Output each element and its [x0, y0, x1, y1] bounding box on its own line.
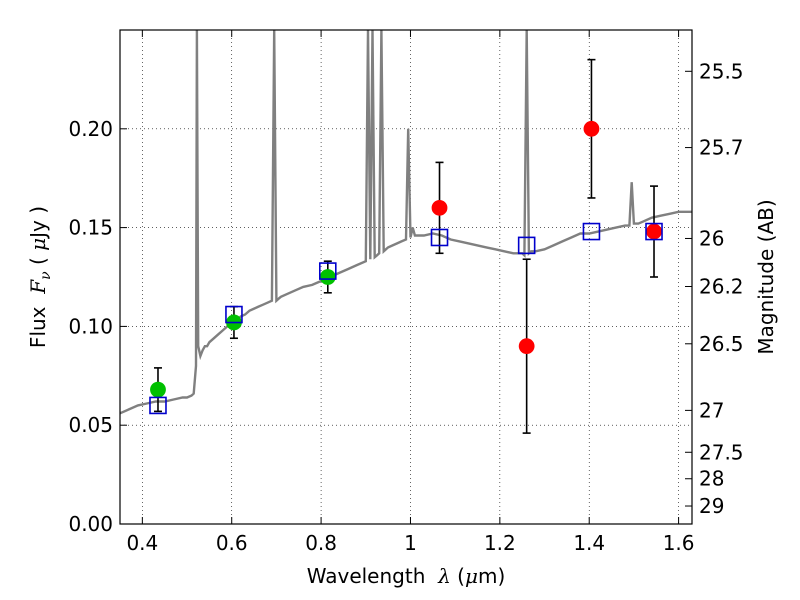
model-spectrum-layer [120, 30, 692, 415]
right-tick-label: 25.5 [699, 59, 744, 83]
model-photometry-marker [149, 396, 167, 415]
y-tick-label: 0.00 [68, 512, 113, 536]
x-tick-label: 0.4 [126, 531, 158, 555]
near-ir-marker [646, 223, 662, 240]
x-tick-label: 1.6 [663, 531, 695, 555]
model-photometry-marker [430, 228, 449, 247]
model-photometry-marker [318, 262, 337, 280]
right-tick-label: 26 [699, 226, 724, 250]
photometry-layer [149, 58, 663, 434]
y-axis-title: Flux Fν ( μJy ) [26, 206, 54, 348]
y-tick-label: 0.10 [68, 314, 113, 338]
near-ir-marker [518, 338, 535, 355]
y-tick-label: 0.05 [68, 413, 113, 437]
y-tick-label: 0.20 [68, 117, 113, 141]
near-ir-marker [431, 199, 448, 216]
right-tick-label: 26.2 [699, 274, 744, 298]
right-tick-label: 29 [699, 494, 724, 518]
model-photometry-marker [645, 222, 663, 241]
optical-marker [319, 269, 336, 285]
right-tick-label: 25.7 [699, 136, 744, 160]
x-tick-label: 1 [404, 531, 417, 555]
model-photometry-marker [517, 236, 536, 255]
x-tick-label: 1.4 [573, 531, 605, 555]
model-photometry-marker [225, 305, 243, 324]
x-tick-label: 0.6 [216, 531, 248, 555]
right-tick-label: 27.5 [699, 440, 744, 464]
model-spectrum-line [120, 30, 692, 415]
x-tick-label: 0.8 [305, 531, 337, 555]
ticks: 0.4 0.6 0.8 1 1.2 1.4 1.6 0.00 0.05 0.10 0.15 0.20 2… [68, 30, 744, 555]
y-tick-label: 0.15 [68, 216, 113, 240]
y-axis-right-title: Magnitude (AB) [754, 199, 778, 354]
optical-marker [150, 381, 166, 398]
near-ir-marker [583, 120, 600, 137]
right-tick-label: 28 [699, 467, 724, 491]
plot-frame [119, 29, 693, 525]
model-photometry-marker [582, 222, 601, 241]
x-tick-label: 1.2 [484, 531, 516, 555]
right-tick-label: 26.5 [699, 332, 744, 356]
x-axis-title: Wavelength λ (μm) [307, 564, 506, 588]
right-tick-label: 27 [699, 398, 724, 422]
grid [120, 30, 692, 525]
